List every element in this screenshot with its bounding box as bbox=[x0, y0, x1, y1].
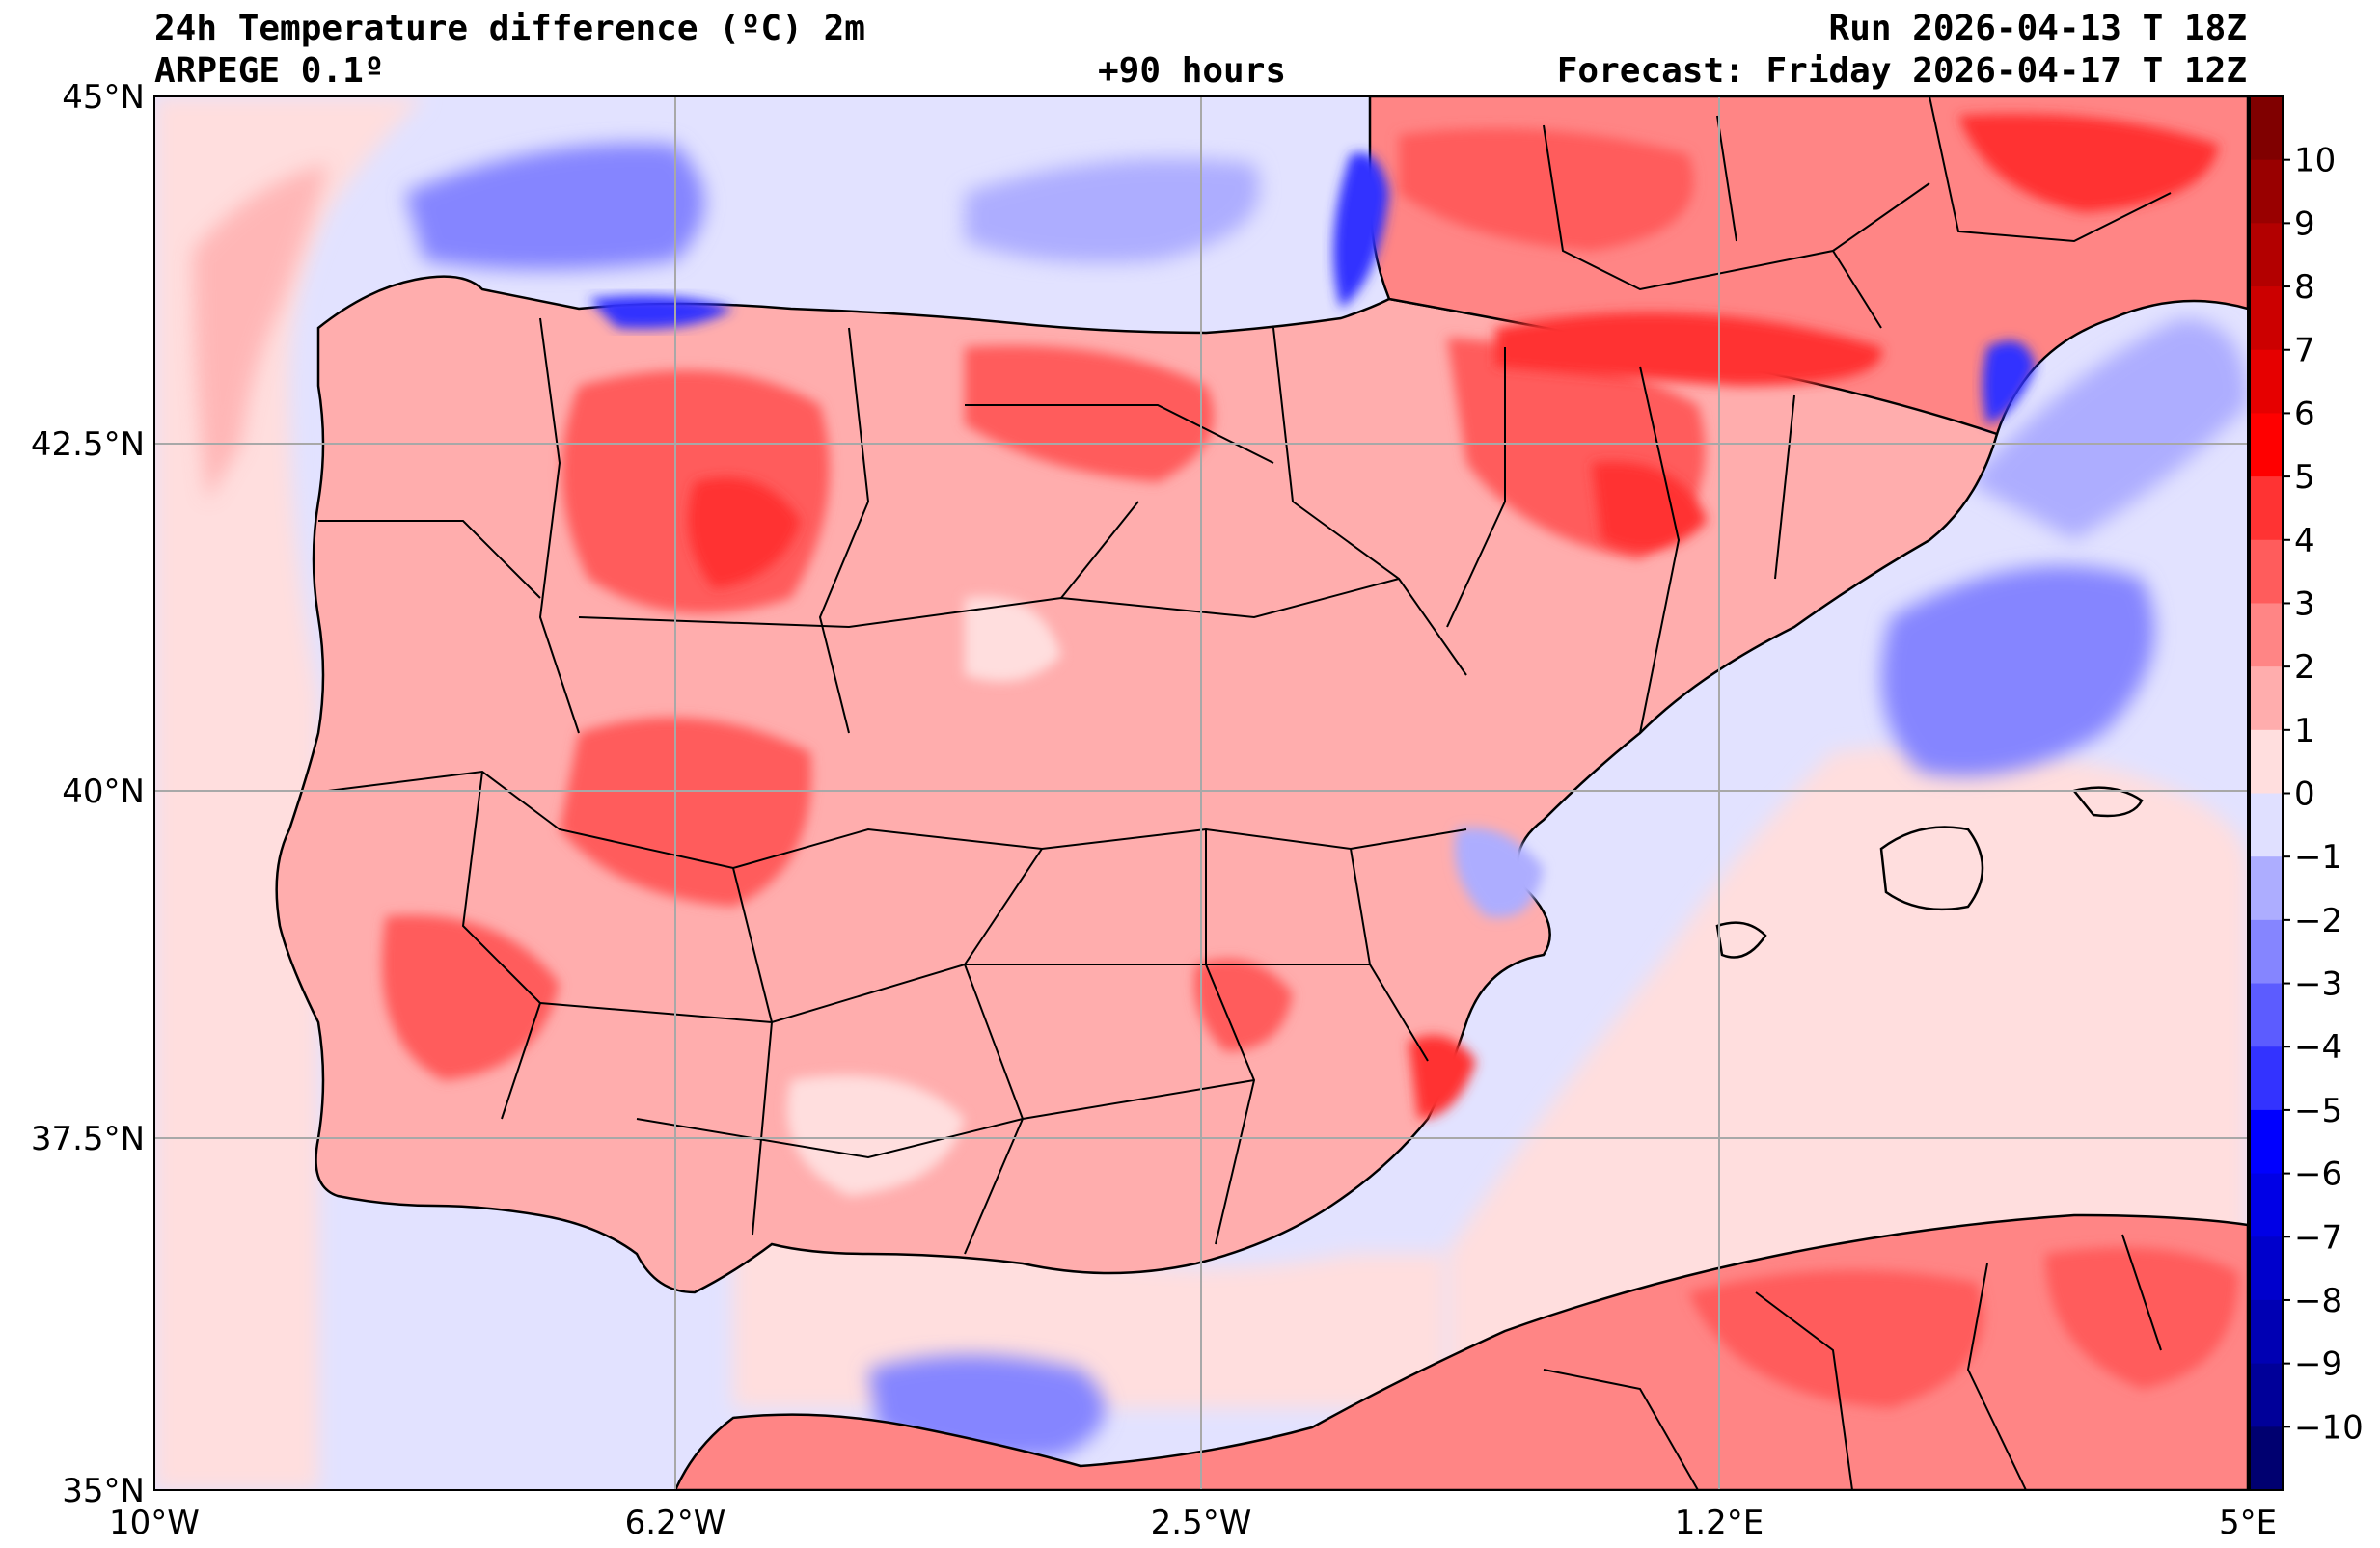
colorbar-segment bbox=[2250, 1363, 2283, 1427]
model-label: ARPEGE 0.1º bbox=[154, 51, 385, 91]
biscay-cold-patch-2 bbox=[965, 158, 1260, 263]
colorbar-segment bbox=[2250, 793, 2283, 857]
colorbar-segment bbox=[2250, 539, 2283, 604]
colorbar-segment bbox=[2250, 919, 2283, 985]
colorbar-tick-label: −2 bbox=[2294, 902, 2342, 940]
run-label: Run 2026-04-13 T 18Z bbox=[1828, 9, 2247, 48]
colorbar-tick-label: 2 bbox=[2294, 648, 2315, 687]
colorbar-tick-label: −10 bbox=[2294, 1408, 2364, 1447]
balearic-cold-patch bbox=[1881, 565, 2155, 776]
colorbar-tick-label: −1 bbox=[2294, 838, 2342, 877]
map-frame bbox=[153, 95, 2249, 1491]
colorbar-tick-label: 4 bbox=[2294, 522, 2315, 560]
colorbar-tick-label: −4 bbox=[2294, 1028, 2342, 1067]
biscay-cold-patch bbox=[405, 143, 704, 270]
lat-label: 45°N bbox=[62, 78, 145, 117]
colorbar-segment bbox=[2250, 856, 2283, 921]
mallorca-island bbox=[1879, 826, 1984, 911]
colorbar-segment bbox=[2250, 729, 2283, 794]
map-field bbox=[154, 96, 2248, 1490]
colorbar-segment bbox=[2250, 476, 2283, 541]
lat-label: 37.5°N bbox=[31, 1120, 145, 1158]
lat-label: 40°N bbox=[62, 773, 145, 811]
lon-label: 2.5°W bbox=[1151, 1504, 1252, 1542]
colorbar-tick-label: 6 bbox=[2294, 394, 2315, 433]
colorbar-tick-label: −9 bbox=[2294, 1345, 2342, 1384]
lat-label: 42.5°N bbox=[31, 425, 145, 464]
colorbar-tick-label: −7 bbox=[2294, 1218, 2342, 1257]
colorbar-tick-label: 9 bbox=[2294, 204, 2315, 243]
colorbar-tick-label: −8 bbox=[2294, 1282, 2342, 1320]
colorbar-segment bbox=[2250, 349, 2283, 414]
lat-label: 35°N bbox=[62, 1472, 145, 1510]
colorbar-tick-label: 5 bbox=[2294, 458, 2315, 497]
colorbar-segment bbox=[2250, 1173, 2283, 1237]
colorbar-segment bbox=[2250, 603, 2283, 667]
gulf-lion-cold-patch bbox=[1968, 318, 2248, 540]
colorbar-tick-label: −6 bbox=[2294, 1155, 2342, 1194]
colorbar-segment bbox=[2250, 96, 2283, 161]
colorbar-segment bbox=[2250, 1236, 2283, 1301]
colorbar-segment bbox=[2250, 413, 2283, 477]
colorbar-segment bbox=[2250, 983, 2283, 1047]
lon-label: 1.2°E bbox=[1675, 1504, 1764, 1542]
colorbar-segment bbox=[2250, 1426, 2283, 1491]
forecast-label: Forecast: Friday 2026-04-17 T 12Z bbox=[1556, 51, 2247, 91]
lon-label: 5°E bbox=[2219, 1504, 2277, 1542]
lead-time-label: +90 hours bbox=[1098, 51, 1287, 91]
colorbar-tick-label: 7 bbox=[2294, 332, 2315, 370]
map-title: 24h Temperature difference (ºC) 2m bbox=[154, 9, 865, 48]
colorbar-tick-label: 3 bbox=[2294, 584, 2315, 623]
colorbar-tick-label: 1 bbox=[2294, 712, 2315, 750]
colorbar-tick-label: −3 bbox=[2294, 965, 2342, 1004]
colorbar-tick-label: 0 bbox=[2294, 775, 2315, 814]
ibiza-island bbox=[1715, 921, 1767, 959]
colorbar-segment bbox=[2250, 1109, 2283, 1175]
lon-labels: 10°W 6.2°W 2.5°W 1.2°E 5°E bbox=[109, 1504, 2277, 1542]
menorca-island bbox=[2071, 786, 2144, 818]
colorbar-segment bbox=[2250, 286, 2283, 351]
colorbar-segment bbox=[2250, 1046, 2283, 1111]
lon-label: 6.2°W bbox=[625, 1504, 726, 1542]
lat-labels: 45°N 42.5°N 40°N 37.5°N 35°N bbox=[31, 78, 145, 1510]
colorbar-segment bbox=[2250, 159, 2283, 224]
colorbar-segment bbox=[2250, 223, 2283, 287]
warm-patches bbox=[382, 114, 2238, 1408]
colorbar-segment bbox=[2250, 1299, 2283, 1365]
graticule bbox=[154, 96, 2248, 1490]
colorbar-tick-label: 8 bbox=[2294, 268, 2315, 307]
colorbar-tick-label: −5 bbox=[2294, 1092, 2342, 1130]
lon-label: 10°W bbox=[109, 1504, 200, 1542]
colorbar-segment bbox=[2250, 666, 2283, 731]
atlantic-warm-band-outer bbox=[193, 164, 328, 502]
colorbar-tick-label: 10 bbox=[2294, 142, 2336, 180]
